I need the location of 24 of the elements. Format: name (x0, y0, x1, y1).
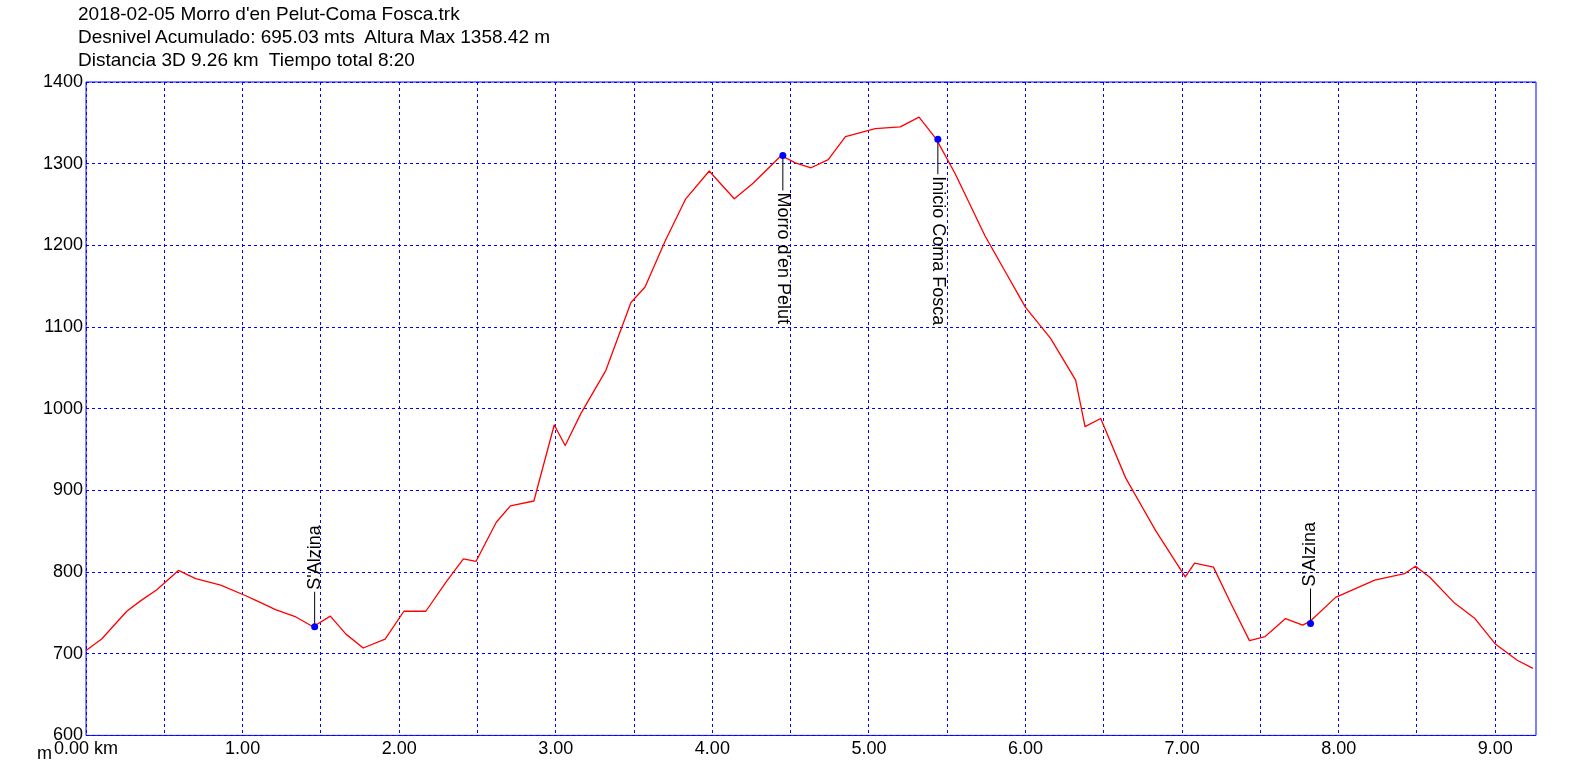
x-tick-label: 4.00 (694, 738, 730, 759)
annotation: S'Alzina (303, 524, 324, 590)
x-tick-label: 7.00 (1164, 738, 1200, 759)
x-tick-label: 3.00 (538, 738, 574, 759)
chart-title: 2018-02-05 Morro d'en Pelut-Coma Fosca.trk (78, 2, 461, 25)
y-tick-label: 900 (53, 479, 84, 500)
y-tick-label: 1000 (43, 397, 84, 418)
x-tick-label: 9.00 (1477, 738, 1513, 759)
y-tick-label: 1300 (43, 152, 84, 173)
y-tick-label: 1100 (44, 315, 84, 336)
y-tick-label: 700 (53, 642, 84, 663)
y-tick-label: 1400 (43, 70, 84, 91)
annotation: Inicio Coma Fosca (928, 176, 949, 327)
x-tick-label: 8.00 (1321, 738, 1357, 759)
x-tick-label: 5.00 (851, 738, 887, 759)
y-axis-title: m (37, 743, 53, 764)
y-tick-label: 1200 (43, 234, 84, 255)
annotation: S'Alzina (1299, 521, 1320, 587)
x-tick-label: 6.00 (1008, 738, 1044, 759)
x-tick-label: 1.00 (225, 738, 261, 759)
chart-subtitle: Desnivel Acumulado: 695.03 mts Altura Max 1358.42 m Distancia 3D 9.26 km Tiempo total 8:20 (78, 25, 551, 71)
x-tick-label: 2.00 (381, 738, 417, 759)
y-tick-label: 800 (53, 561, 84, 582)
annotation: Morro d'en Pelut (773, 192, 794, 325)
